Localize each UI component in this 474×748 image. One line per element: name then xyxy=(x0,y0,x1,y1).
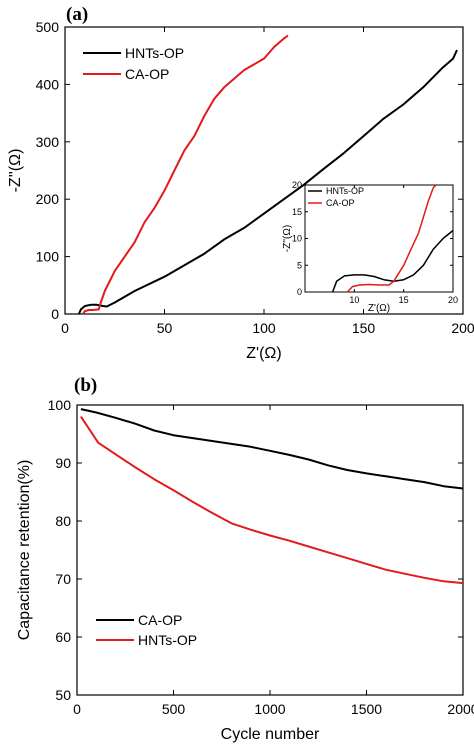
series-line-hnts-op xyxy=(331,229,454,293)
panel-b-x-axis-title: Cycle number xyxy=(221,726,320,743)
panel-a-inset: 10 15 20 0 5 10 15 20 Z'(Ω) -Z''(Ω) HNTs-OP CA-O… xyxy=(282,180,458,314)
series-line-hnts-op xyxy=(80,416,464,585)
y-tick-label: 15 xyxy=(292,207,302,217)
y-tick-label: 200 xyxy=(36,191,60,207)
panel-b-series xyxy=(80,408,464,585)
legend-label: HNTs-OP xyxy=(125,45,184,61)
series-line-ca-op xyxy=(82,34,289,315)
x-tick-label: 150 xyxy=(352,320,376,336)
legend-label: CA-OP xyxy=(125,66,169,82)
x-tick-label: 50 xyxy=(157,320,173,336)
x-tick-label: 1000 xyxy=(254,701,285,717)
y-tick-label: 100 xyxy=(36,249,60,265)
panel-b-label: (b) xyxy=(74,375,97,396)
y-tick-label: 0 xyxy=(297,287,302,297)
y-tick-label: 5 xyxy=(297,260,302,270)
y-tick-label: 60 xyxy=(55,629,71,645)
x-tick-label: 15 xyxy=(399,295,409,305)
legend-label: HNTs-OP xyxy=(138,632,197,648)
y-tick-label: 70 xyxy=(55,571,71,587)
series-line-hnts-op xyxy=(77,49,458,315)
panel-b-legend: CA-OP HNTs-OP xyxy=(96,612,197,648)
x-tick-label: 1500 xyxy=(351,701,382,717)
y-tick-label: 0 xyxy=(51,306,59,322)
y-tick-label: 80 xyxy=(55,513,71,529)
x-tick-label: 0 xyxy=(61,320,69,336)
panel-a-label: (a) xyxy=(66,4,88,25)
y-tick-label: 400 xyxy=(36,76,60,92)
y-tick-label: 10 xyxy=(292,234,302,244)
y-tick-label: 300 xyxy=(36,134,60,150)
panel-a-x-axis-title: Z'(Ω) xyxy=(246,345,281,362)
inset-legend: HNTs-OP CA-OP xyxy=(308,186,364,208)
y-tick-label: 500 xyxy=(36,19,60,35)
x-tick-label: 20 xyxy=(448,295,458,305)
y-tick-label: 90 xyxy=(55,455,71,471)
panel-a-y-axis-title: -Z''(Ω) xyxy=(7,149,24,193)
inset-x-axis-title: Z'(Ω) xyxy=(368,303,390,314)
x-tick-label: 200 xyxy=(451,320,474,336)
panel-a-series xyxy=(77,34,458,315)
x-tick-label: 10 xyxy=(349,295,359,305)
inset-series xyxy=(331,184,454,293)
panel-b-plot-frame xyxy=(76,404,464,696)
legend-label: CA-OP xyxy=(326,198,355,208)
panel-b-y-axis-title: Capacitance retention(%) xyxy=(16,460,33,641)
legend-label: HNTs-OP xyxy=(326,186,364,196)
panel-a-legend: HNTs-OP CA-OP xyxy=(83,45,184,82)
y-tick-label: 50 xyxy=(55,687,71,703)
inset-y-axis-title: -Z''(Ω) xyxy=(282,225,293,252)
series-line-ca-op xyxy=(346,184,437,293)
y-tick-label: 100 xyxy=(48,397,72,413)
inset-axes: 10 15 20 0 5 10 15 20 xyxy=(292,180,458,305)
y-tick-label: 20 xyxy=(292,180,302,190)
x-tick-label: 0 xyxy=(73,701,81,717)
legend-label: CA-OP xyxy=(138,612,182,628)
x-tick-label: 500 xyxy=(162,701,186,717)
x-tick-label: 100 xyxy=(252,320,276,336)
series-line-ca-op xyxy=(80,408,464,490)
